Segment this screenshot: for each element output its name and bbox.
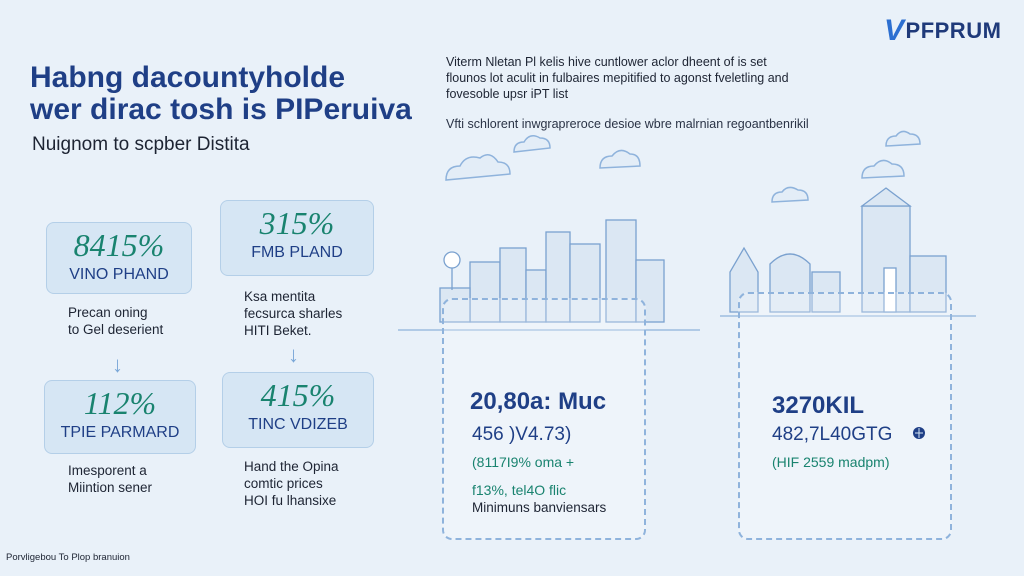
brand-logo[interactable]: V PFPRUM [884, 14, 1001, 48]
panel-sub-value: 482,7L40GTG [772, 424, 893, 445]
stat-value: 415% [260, 377, 336, 413]
metric-panel-1 [442, 298, 646, 540]
left-skyline-icon [439, 219, 665, 323]
stat-card-3: 112% TPIE PARMARD [44, 380, 196, 454]
page-headline: Habng dacountyholde wer dirac tosh is PI… [30, 62, 420, 126]
headline-line-2: wer dirac tosh is PIPeruiva [30, 93, 412, 126]
stat-desc-line: Precan oning [68, 305, 148, 320]
stat-desc-line: comtic prices [244, 476, 323, 491]
stat-value: 8415% [73, 227, 165, 263]
stat-label: FMB PLAND [251, 244, 343, 261]
stat-label: VINO PHAND [69, 266, 169, 283]
panel-change: (HIF 2559 madpm) [772, 454, 890, 470]
panel-main-value: 3270KIL [772, 392, 865, 419]
panel-main-value: 20,80a: Muc [470, 388, 607, 415]
arrow-down-icon: ↓ [288, 342, 299, 367]
stat-desc-line: Miintion sener [68, 480, 153, 495]
panel-caption: Minimuns banviensars [472, 500, 607, 515]
stat-desc-line: HOI fu lhansixe [244, 493, 337, 508]
logo-mark-icon: V [884, 14, 905, 47]
stat-description-3: Imesporent a Miintion sener [68, 462, 152, 496]
stat-card-1: 8415% VINO PHAND [46, 222, 192, 294]
page-subheadline: Nuignom to scpber Distita [32, 134, 250, 155]
stat-desc-line: Ksa mentita [244, 289, 316, 304]
stat-label: TPIE PARMARD [60, 424, 180, 441]
panel-change: (8117I9% oma + [472, 454, 575, 470]
panel-change-2: f13%, tel4O flic [472, 482, 567, 498]
stat-value: 315% [259, 205, 335, 241]
headline-line-1: Habng dacountyholde [30, 61, 345, 94]
stat-value: 112% [83, 385, 157, 421]
footer-credit: Porvligebou To Plop branuion [6, 552, 130, 563]
stat-desc-line: HITI Beket. [244, 323, 312, 338]
intro-note: Vfti schlorent inwgrapreroce desioe wbre… [446, 117, 809, 131]
cloud-icon [445, 130, 921, 203]
panel-sub-value: 456 )V4.73) [472, 424, 572, 445]
globe-icon [913, 427, 925, 439]
stat-card-4: 415% TINC VDIZEB [222, 372, 374, 448]
stat-description-2: Ksa mentita fecsurca sharles HITI Beket. [244, 288, 342, 339]
stat-desc-line: Hand the Opina [244, 459, 339, 474]
intro-paragraph: Viterm Nletan Pl kelis hive cuntlower ac… [446, 55, 789, 101]
stat-card-2: 315% FMB PLAND [220, 200, 374, 276]
stat-desc-line: Imesporent a [68, 463, 147, 478]
stat-description-1: Precan oning to Gel deserient [68, 304, 163, 338]
stat-description-4: Hand the Opina comtic prices HOI fu lhan… [244, 458, 339, 509]
metric-panel-2 [738, 292, 952, 540]
stat-desc-line: to Gel deserient [68, 322, 164, 337]
logo-text: PFPRUM [905, 18, 1002, 43]
stat-label: TINC VDIZEB [248, 416, 348, 433]
stat-desc-line: fecsurca sharles [244, 306, 343, 321]
arrow-down-icon: ↓ [112, 352, 123, 377]
